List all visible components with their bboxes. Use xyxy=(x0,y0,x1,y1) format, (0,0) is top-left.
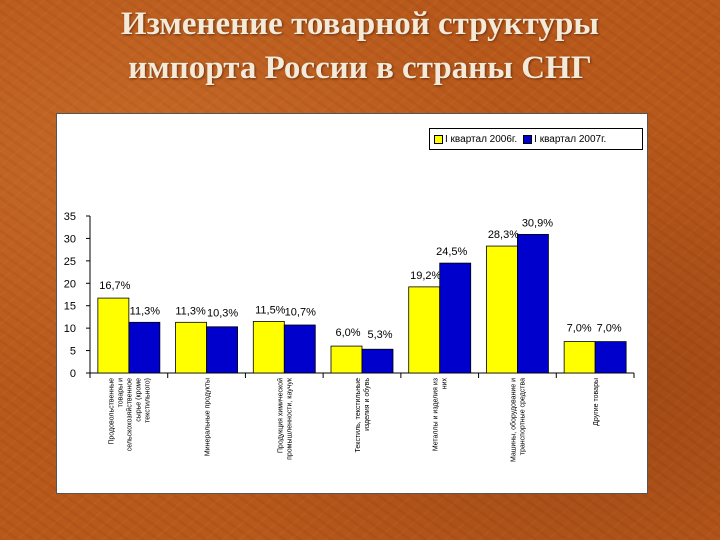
bar-2007 xyxy=(361,348,394,374)
x-category-label-line: Минеральные продукты xyxy=(205,378,212,456)
bar-2007 xyxy=(594,341,627,374)
data-label: 19,2% xyxy=(410,270,441,282)
x-category-label-line: них xyxy=(442,378,449,390)
data-label: 11,3% xyxy=(175,305,206,317)
bar-2006 xyxy=(330,345,363,374)
x-category-label-line: товары и xyxy=(117,378,124,407)
data-label: 24,5% xyxy=(436,246,467,258)
data-label: 10,3% xyxy=(207,307,238,319)
x-category-label-line: Металлы и изделия из xyxy=(433,378,440,451)
data-label: 30,9% xyxy=(522,217,553,229)
data-label: 10,7% xyxy=(285,306,316,318)
bar-2006 xyxy=(486,245,518,374)
x-category-label-line: промышленности, каучук xyxy=(286,377,293,460)
bar-2006 xyxy=(408,286,441,374)
data-label: 5,3% xyxy=(367,329,392,341)
chart-container: 0 5 10 15 20 25 30 35 16,7% 11,3% 11,5% 6,0% 19,2% 28… xyxy=(56,113,648,494)
legend-label-2006: I квартал 2006г. xyxy=(445,133,518,145)
data-label: 7,0% xyxy=(567,323,592,335)
y-tick-label: 10 xyxy=(64,323,76,335)
y-tick-label: 25 xyxy=(64,256,76,268)
bar-2007 xyxy=(283,324,316,374)
legend-swatch-2007 xyxy=(523,134,533,144)
y-tick-label: 35 xyxy=(64,211,76,223)
x-category-label-line: Продукция химической xyxy=(276,378,284,453)
x-category-label-line: Другие товары xyxy=(593,378,600,426)
slide-title-line-1: Изменение товарной структуры xyxy=(120,6,600,42)
x-category-label: Продукция химической промышленности, кауч… xyxy=(276,377,293,460)
chart-legend: I квартал 2006г. I квартал 2007г. xyxy=(429,128,643,150)
x-category-label: Другие товары xyxy=(593,378,600,426)
y-tick-label: 15 xyxy=(64,301,76,313)
x-category-label-line: сельскохозяйственное xyxy=(125,378,133,451)
y-tick-label: 0 xyxy=(70,368,76,380)
x-category-label-line: текстильного) xyxy=(144,378,151,423)
bar-2007 xyxy=(128,321,161,374)
bar-2007 xyxy=(517,233,549,374)
slide-title: Изменение товарной структуры импорта Рос… xyxy=(0,0,720,90)
x-category-label: Машины, оборудование и транспортные средс… xyxy=(509,378,526,462)
bar-2006 xyxy=(97,297,130,374)
legend-item-2006: I квартал 2006г. xyxy=(434,134,517,145)
x-category-label: Минеральные продукты xyxy=(205,378,212,456)
x-category-label-line: сырье (кроме xyxy=(135,378,142,422)
x-category-label-line: Текстиль, текстильные xyxy=(355,378,362,453)
legend-item-2007: I квартал 2007г. xyxy=(523,134,606,145)
bar-2007 xyxy=(206,326,238,374)
bar-chart: 0 5 10 15 20 25 30 35 16,7% 11,3% 11,5% 6,0% 19,2% 28… xyxy=(64,211,635,462)
slide-title-line-2: импорта России в страны СНГ xyxy=(128,50,592,86)
data-label: 28,3% xyxy=(488,229,519,241)
data-label: 7,0% xyxy=(597,323,622,335)
x-category-label: Текстиль, текстильные изделия и обувь xyxy=(355,378,371,453)
x-category-label-line: Продовольственные xyxy=(108,378,115,445)
y-tick-label: 20 xyxy=(64,278,76,290)
legend-label-2007: I квартал 2007г. xyxy=(534,133,607,145)
data-label: 11,5% xyxy=(255,304,286,316)
y-tick-label: 30 xyxy=(64,233,76,245)
legend-swatch-2006 xyxy=(434,134,443,144)
data-label: 6,0% xyxy=(335,327,360,339)
bar-2007 xyxy=(439,262,472,374)
y-tick-label: 5 xyxy=(70,346,76,358)
bar-2006 xyxy=(252,321,285,374)
x-category-label: Металлы и изделия из них xyxy=(433,378,449,452)
x-category-label-line: изделия и обувь xyxy=(363,378,371,431)
x-category-label-line: транспортные средства xyxy=(519,378,526,455)
x-category-label-line: Машины, оборудование и xyxy=(509,378,517,462)
x-category-label: Продовольственные товары и сельскохозяйств… xyxy=(108,378,151,451)
bar-2006 xyxy=(563,341,596,374)
data-label: 16,7% xyxy=(99,280,130,292)
data-label: 11,3% xyxy=(130,305,161,317)
bar-2006 xyxy=(175,321,207,374)
